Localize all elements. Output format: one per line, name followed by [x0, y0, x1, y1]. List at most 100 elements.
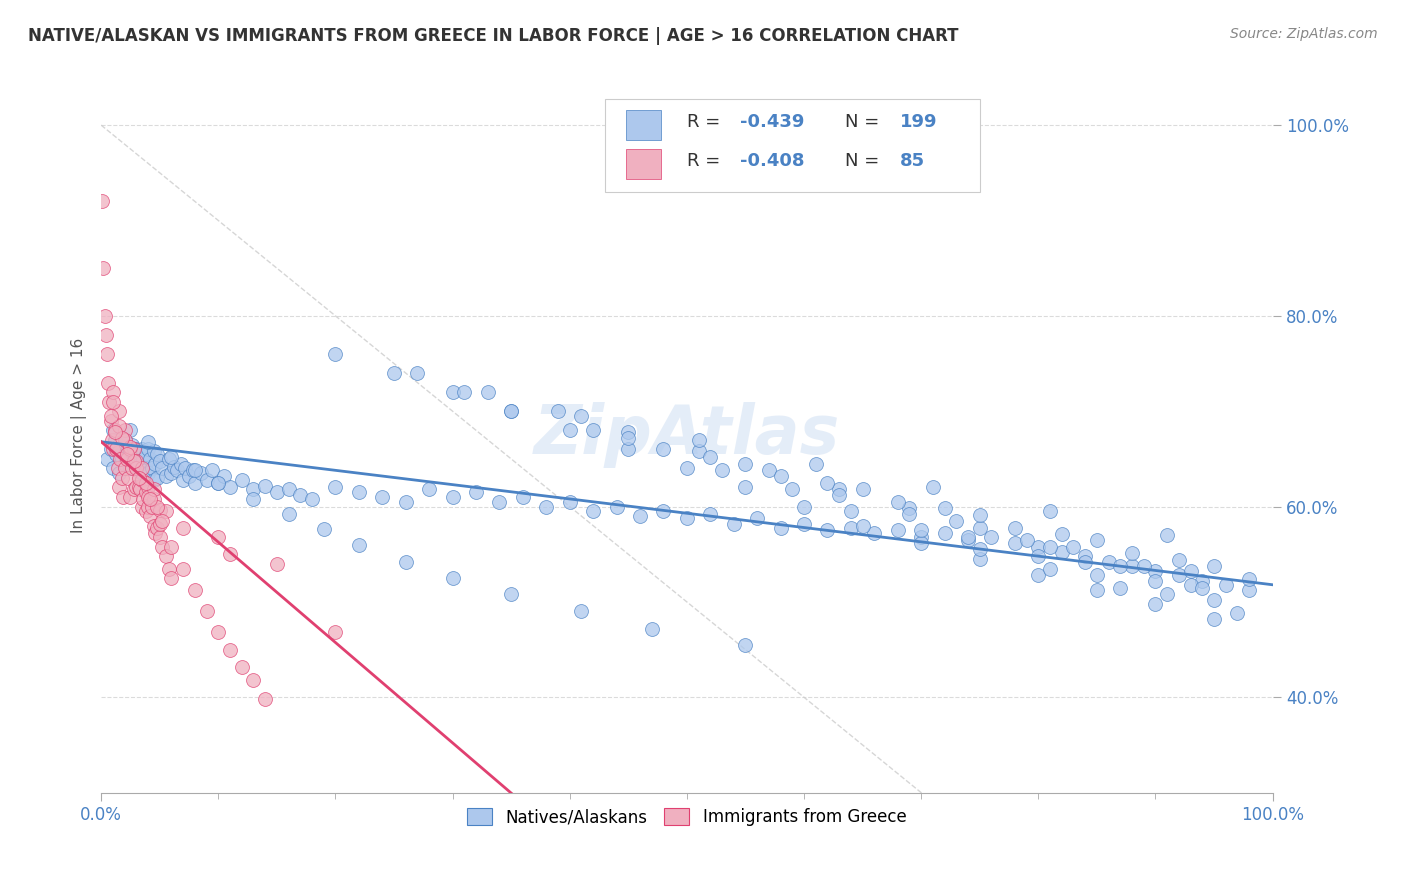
Point: [142, 483, 165, 497]
Point: [136, 481, 159, 495]
Point: [325, 625, 347, 640]
Point: [242, 491, 264, 506]
Point: [117, 471, 139, 485]
Point: [101, 442, 124, 457]
Point: [676, 511, 699, 525]
Point: [734, 457, 756, 471]
Point: [325, 481, 347, 495]
Point: [107, 437, 129, 451]
Point: [111, 471, 134, 485]
Point: [839, 520, 862, 534]
Point: [207, 475, 229, 490]
Point: [108, 442, 131, 457]
Point: [122, 442, 145, 457]
Point: [266, 485, 288, 500]
Point: [558, 423, 581, 437]
Point: [114, 457, 136, 471]
Point: [395, 555, 418, 569]
Point: [139, 451, 162, 466]
Point: [1039, 504, 1062, 518]
Point: [201, 463, 224, 477]
Point: [512, 490, 534, 504]
Point: [325, 347, 347, 361]
Point: [395, 495, 418, 509]
Point: [98, 394, 121, 409]
Point: [488, 495, 510, 509]
Point: [132, 491, 155, 506]
Point: [1085, 568, 1108, 582]
Point: [131, 466, 153, 480]
Point: [910, 524, 932, 538]
Point: [121, 437, 143, 451]
Point: [122, 454, 145, 468]
Point: [688, 444, 710, 458]
Point: [969, 552, 991, 566]
Point: [1121, 546, 1143, 560]
Point: [195, 473, 218, 487]
Point: [910, 530, 932, 544]
Point: [100, 433, 122, 447]
Point: [828, 483, 851, 497]
Point: [131, 461, 153, 475]
Point: [160, 450, 183, 464]
Point: [91, 194, 114, 209]
Point: [1039, 540, 1062, 554]
Point: [146, 520, 169, 534]
Point: [863, 526, 886, 541]
Point: [128, 444, 150, 458]
Point: [1026, 540, 1049, 554]
Point: [1191, 581, 1213, 595]
Point: [477, 385, 499, 400]
Point: [120, 444, 142, 458]
Point: [606, 500, 628, 514]
Point: [114, 433, 136, 447]
Point: [131, 500, 153, 514]
Point: [136, 434, 159, 449]
Point: [139, 509, 162, 524]
Point: [105, 442, 128, 457]
FancyBboxPatch shape: [605, 99, 980, 192]
Point: [107, 481, 129, 495]
Point: [149, 530, 172, 544]
Point: [558, 495, 581, 509]
Point: [93, 261, 115, 276]
Point: [465, 485, 488, 500]
Point: [290, 488, 312, 502]
Point: [441, 490, 464, 504]
Point: [957, 533, 980, 547]
Point: [910, 536, 932, 550]
Point: [122, 447, 145, 461]
Point: [136, 500, 159, 514]
Point: [114, 461, 136, 475]
Point: [150, 540, 173, 554]
Point: [115, 447, 138, 461]
Point: [107, 404, 129, 418]
Point: [160, 571, 183, 585]
Point: [122, 457, 145, 471]
Point: [115, 447, 138, 461]
Point: [150, 514, 173, 528]
Point: [769, 469, 792, 483]
Point: [1167, 553, 1189, 567]
Point: [441, 385, 464, 400]
Point: [219, 642, 242, 657]
Point: [136, 442, 159, 457]
Point: [111, 431, 134, 445]
Point: [406, 366, 429, 380]
Point: [172, 520, 194, 534]
Point: [139, 491, 162, 506]
Point: [898, 507, 921, 521]
Point: [157, 451, 180, 466]
Legend: Natives/Alaskans, Immigrants from Greece: Natives/Alaskans, Immigrants from Greece: [458, 799, 915, 834]
Point: [945, 514, 967, 528]
Point: [347, 485, 370, 500]
Point: [1015, 533, 1038, 547]
Point: [582, 423, 605, 437]
Point: [94, 327, 117, 342]
Point: [135, 504, 157, 518]
Point: [793, 516, 815, 531]
Point: [120, 441, 142, 455]
Point: [142, 491, 165, 506]
Point: [101, 394, 124, 409]
Point: [122, 483, 145, 497]
